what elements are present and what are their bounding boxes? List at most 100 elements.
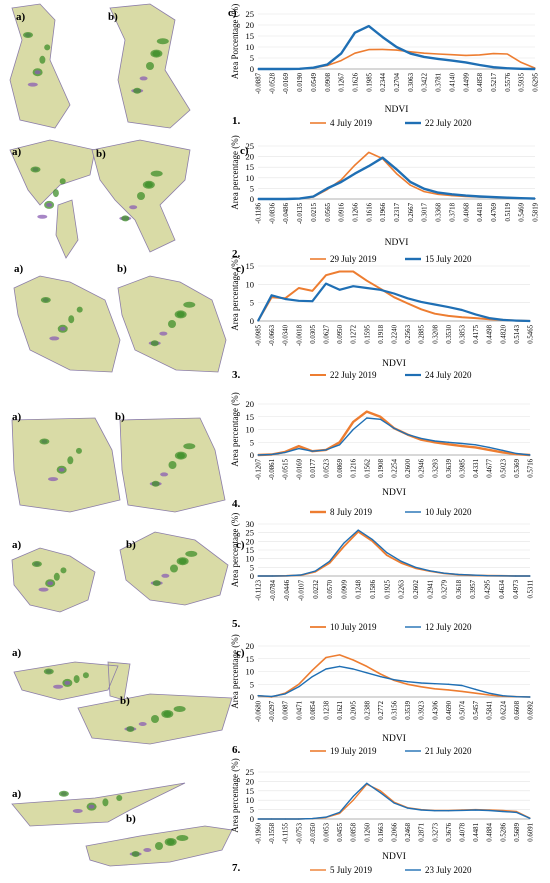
vegetation-patch — [161, 710, 174, 718]
vegetation-patch — [176, 557, 189, 566]
legend-entry: 10 July 2020 — [425, 507, 472, 517]
y-tick-label: 0 — [250, 571, 254, 581]
vegetation-patch — [146, 62, 154, 70]
x-tick-label: 0.4498 — [487, 324, 494, 343]
data-point — [492, 53, 495, 55]
vegetation-patch — [40, 297, 51, 303]
x-tick-label: -0.0297 — [269, 700, 276, 722]
x-tick-label: 0.2344 — [380, 72, 387, 91]
data-point — [451, 54, 453, 56]
vegetation-patch — [164, 838, 177, 846]
x-tick-label: 0.0916 — [339, 202, 346, 221]
data-point — [434, 303, 436, 306]
vegetation-patch — [58, 467, 65, 472]
x-tick-label: 0.5457 — [473, 700, 480, 719]
x-tick-label: 0.0190 — [297, 72, 304, 91]
data-point — [423, 52, 425, 54]
y-tick-label: 10 — [246, 42, 255, 52]
x-tick-label: 0.6992 — [528, 700, 535, 719]
x-tick-label: 0.4634 — [499, 579, 506, 598]
data-point — [343, 545, 345, 548]
data-point — [461, 316, 463, 318]
x-tick-label: 0.3273 — [432, 822, 439, 841]
x-tick-label: 0.3618 — [456, 579, 463, 598]
data-point — [257, 695, 259, 697]
data-point — [354, 164, 356, 166]
panel-label-c: c) — [236, 647, 245, 659]
x-tick-label: 0.2946 — [419, 458, 426, 477]
x-tick-label: 0.3718 — [449, 202, 456, 221]
ndvi-map-6a — [13, 661, 131, 701]
panel-label-a: a) — [12, 788, 22, 800]
data-point — [368, 151, 370, 153]
x-tick-label: 0.0869 — [337, 458, 344, 477]
data-point — [379, 416, 381, 418]
data-point — [488, 692, 490, 694]
data-point — [271, 453, 273, 456]
data-point — [285, 198, 287, 200]
data-point — [434, 688, 436, 690]
x-tick-label: 0.2005 — [351, 700, 358, 719]
vegetation-patch — [72, 808, 83, 813]
chart-number: 3. — [232, 369, 241, 381]
data-point — [339, 811, 341, 814]
data-point — [352, 270, 354, 273]
data-point — [420, 439, 422, 441]
data-point — [488, 446, 490, 448]
x-tick-label: 0.3279 — [442, 579, 449, 598]
vegetation-patch — [183, 301, 196, 308]
x-tick-label: 0.2600 — [405, 458, 412, 477]
x-tick-label: 0.0570 — [327, 579, 334, 598]
data-point — [500, 575, 502, 577]
x-tick-label: 0.1562 — [364, 458, 371, 477]
data-point — [352, 668, 354, 670]
data-point — [407, 297, 409, 299]
chart-number: 4. — [232, 498, 241, 510]
data-point — [434, 440, 436, 442]
data-point — [479, 195, 481, 198]
x-tick-label: -0.0528 — [269, 72, 276, 94]
data-point — [393, 427, 395, 429]
vegetation-patch — [173, 706, 186, 712]
vegetation-patch — [23, 32, 33, 38]
y-tick-label: 5 — [250, 437, 254, 447]
vegetation-patch — [161, 573, 170, 578]
x-tick-label: -0.0663 — [269, 324, 276, 346]
ndvi-map-5a — [11, 547, 96, 613]
x-tick-label: 0.5465 — [528, 324, 535, 343]
data-point — [461, 809, 463, 811]
x-tick-label: 0.0854 — [310, 700, 317, 719]
vegetation-patch — [39, 55, 46, 64]
data-point — [437, 53, 439, 55]
data-point — [271, 818, 273, 820]
y-tick-label: 10 — [246, 554, 255, 564]
chart-number: 2. — [232, 248, 241, 260]
vegetation-patch — [88, 804, 95, 809]
x-axis-label: NDVI — [382, 852, 406, 862]
panel-label-a: a) — [12, 539, 22, 551]
x-tick-label: 0.5074 — [460, 700, 467, 719]
panel-label-b: b) — [108, 11, 118, 23]
x-tick-label: 0.0523 — [324, 458, 331, 477]
series-line-second — [258, 782, 531, 820]
panel-label-c: c) — [236, 539, 245, 551]
data-point — [340, 53, 342, 55]
x-tick-label: 0.2602 — [413, 579, 420, 598]
data-point — [371, 540, 374, 542]
data-point — [379, 676, 381, 678]
data-point — [257, 68, 259, 70]
panel-label-a: a) — [16, 11, 26, 23]
data-point — [407, 683, 409, 685]
data-point — [366, 287, 368, 289]
x-tick-label: 0.5311 — [528, 580, 535, 598]
x-tick-label: 0.2468 — [405, 822, 412, 841]
x-tick-label: 0.4820 — [500, 324, 507, 343]
panel-label-a: a) — [12, 146, 22, 158]
data-point — [325, 668, 327, 670]
data-point — [407, 434, 409, 436]
vegetation-patch — [183, 443, 196, 450]
data-point — [515, 320, 518, 322]
data-point — [506, 197, 508, 199]
vegetation-patch — [137, 192, 145, 200]
